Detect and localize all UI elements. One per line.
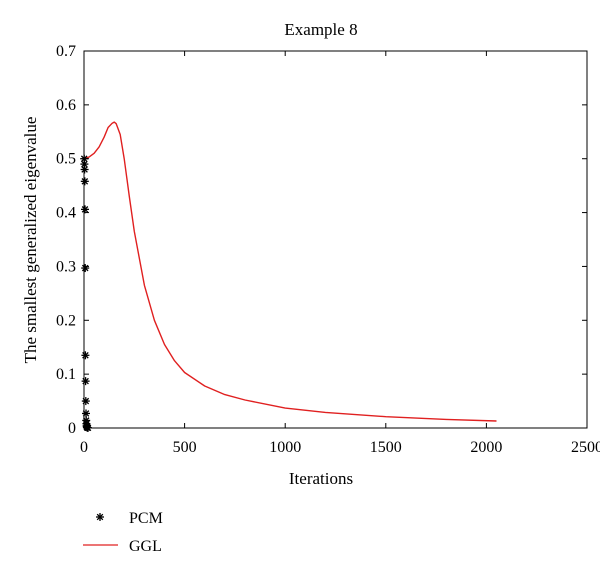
- series-ggl: [83, 121, 497, 422]
- pcm-point: [81, 377, 90, 386]
- x-tick-label: 2500: [571, 439, 600, 456]
- x-tick-label: 1500: [370, 439, 402, 456]
- pcm-point: [82, 409, 91, 418]
- y-tick-label: 0.6: [56, 97, 76, 114]
- plot-area: [83, 50, 588, 429]
- y-axis: 0 0.1 0.2 0.3 0.4 0.5 0.6 0.7: [56, 43, 587, 437]
- y-axis-label: The smallest generalized eigenvalue: [21, 117, 40, 364]
- y-tick-label: 0.1: [56, 366, 76, 383]
- y-tick-label: 0.5: [56, 151, 76, 168]
- pcm-point: [84, 423, 93, 432]
- pcm-point: [81, 264, 90, 273]
- legend-pcm-marker: [96, 513, 104, 521]
- x-tick-label: 2000: [470, 439, 502, 456]
- x-tick-label: 0: [80, 439, 88, 456]
- ggl-line: [83, 121, 497, 422]
- x-axis-label: Iterations: [289, 469, 353, 488]
- y-tick-label: 0.4: [56, 205, 76, 222]
- chart-title: Example 8: [284, 20, 357, 39]
- pcm-point: [80, 165, 89, 174]
- pcm-point: [81, 351, 90, 360]
- legend-label-ggl: GGL: [129, 538, 162, 555]
- pcm-point: [80, 177, 89, 186]
- x-axis: 0 500 1000 1500 2000 2500: [80, 51, 600, 456]
- pcm-point: [81, 397, 90, 406]
- y-tick-label: 0: [68, 420, 76, 437]
- y-tick-label: 0.3: [56, 258, 76, 275]
- pcm-point: [81, 205, 90, 214]
- x-tick-label: 1000: [269, 439, 301, 456]
- x-tick-label: 500: [173, 439, 197, 456]
- y-tick-label: 0.2: [56, 312, 76, 329]
- legend: PCM GGL: [83, 510, 163, 555]
- pcm-legend-asterisk: [96, 513, 104, 521]
- series-pcm: [80, 154, 93, 432]
- y-tick-label: 0.7: [56, 43, 76, 60]
- legend-label-pcm: PCM: [129, 510, 163, 527]
